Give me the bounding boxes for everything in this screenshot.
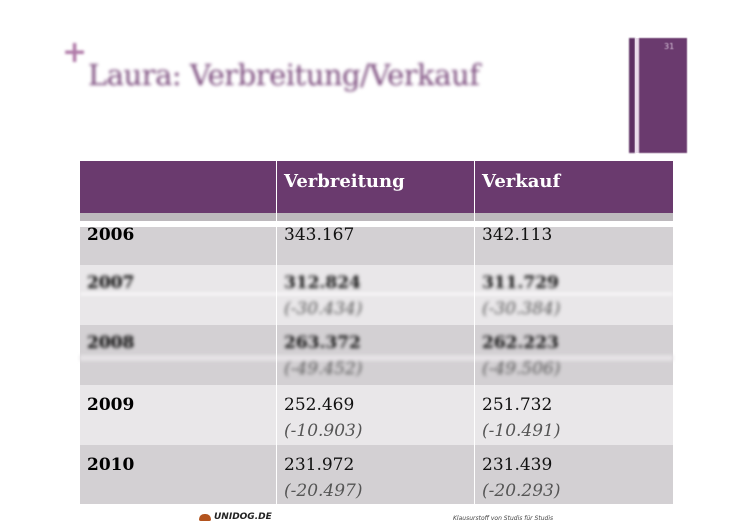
slide-number-box: [639, 38, 687, 153]
table-row: 2006 343.167 342.113: [80, 213, 673, 265]
verkauf-value: 251.732: [482, 395, 553, 415]
verkauf-diff: (-30.384): [482, 299, 561, 319]
decorative-bar: [629, 38, 635, 153]
verkauf-diff: (-20.293): [482, 481, 561, 501]
plus-icon: +: [62, 35, 88, 70]
header-cell-empty: [80, 161, 276, 213]
verkauf-diff: (-10.491): [482, 421, 561, 441]
row-band: [80, 355, 673, 361]
column-divider: [474, 385, 475, 445]
column-divider: [276, 161, 277, 213]
year-cell: 2010: [87, 455, 135, 475]
verbreitung-value: 263.372: [284, 333, 361, 353]
column-divider: [276, 385, 277, 445]
verkauf-value: 231.439: [482, 455, 553, 475]
table-header: Verbreitung Verkauf: [80, 161, 673, 213]
verbreitung-diff: (-49.452): [284, 359, 363, 379]
year-cell: 2009: [87, 395, 135, 415]
header-verbreitung: Verbreitung: [284, 171, 405, 192]
logo-icon: [199, 514, 211, 521]
column-divider: [474, 161, 475, 213]
verbreitung-value: 312.824: [284, 273, 361, 293]
table-row: 2010 231.972 (-20.497) 231.439 (-20.293): [80, 445, 673, 504]
verkauf-diff: (-49.506): [482, 359, 561, 379]
slide-title: Laura: Verbreitung/Verkauf: [88, 58, 480, 92]
row-separator: [80, 293, 673, 295]
table-row: 2007 312.824 (-30.434) 311.729 (-30.384): [80, 265, 673, 325]
header-cell-verbreitung: Verbreitung: [276, 161, 474, 213]
footer-note: Klausurstoff von Studis für Studis: [453, 515, 554, 522]
verbreitung-value: 231.972: [284, 455, 355, 475]
year-cell: 2006: [87, 225, 135, 245]
column-divider: [276, 213, 277, 265]
row-separator: [80, 221, 673, 227]
column-divider: [276, 445, 277, 504]
slide-number: 31: [664, 42, 675, 51]
year-cell: 2008: [87, 333, 135, 353]
verbreitung-value: 252.469: [284, 395, 355, 415]
verkauf-value: 262.223: [482, 333, 559, 353]
row-band: [80, 213, 673, 221]
verkauf-value: 311.729: [482, 273, 559, 293]
column-divider: [276, 325, 277, 385]
verkauf-value: 342.113: [482, 225, 553, 245]
column-divider: [276, 265, 277, 325]
table-row: 2008 263.372 (-49.452) 262.223 (-49.506): [80, 325, 673, 385]
decorative-gap: [635, 38, 639, 153]
verbreitung-diff: (-30.434): [284, 299, 363, 319]
data-table: Verbreitung Verkauf 2006 343.167 342.113…: [80, 161, 673, 504]
verbreitung-diff: (-20.497): [284, 481, 363, 501]
column-divider: [474, 325, 475, 385]
verbreitung-diff: (-10.903): [284, 421, 363, 441]
verbreitung-value: 343.167: [284, 225, 355, 245]
header-verkauf: Verkauf: [482, 171, 561, 192]
column-divider: [474, 445, 475, 504]
year-cell: 2007: [87, 273, 135, 293]
column-divider: [474, 265, 475, 325]
header-cell-verkauf: Verkauf: [474, 161, 673, 213]
footer-logo: UNIDOG.DE: [214, 512, 272, 522]
column-divider: [474, 213, 475, 265]
table-row: 2009 252.469 (-10.903) 251.732 (-10.491): [80, 385, 673, 445]
